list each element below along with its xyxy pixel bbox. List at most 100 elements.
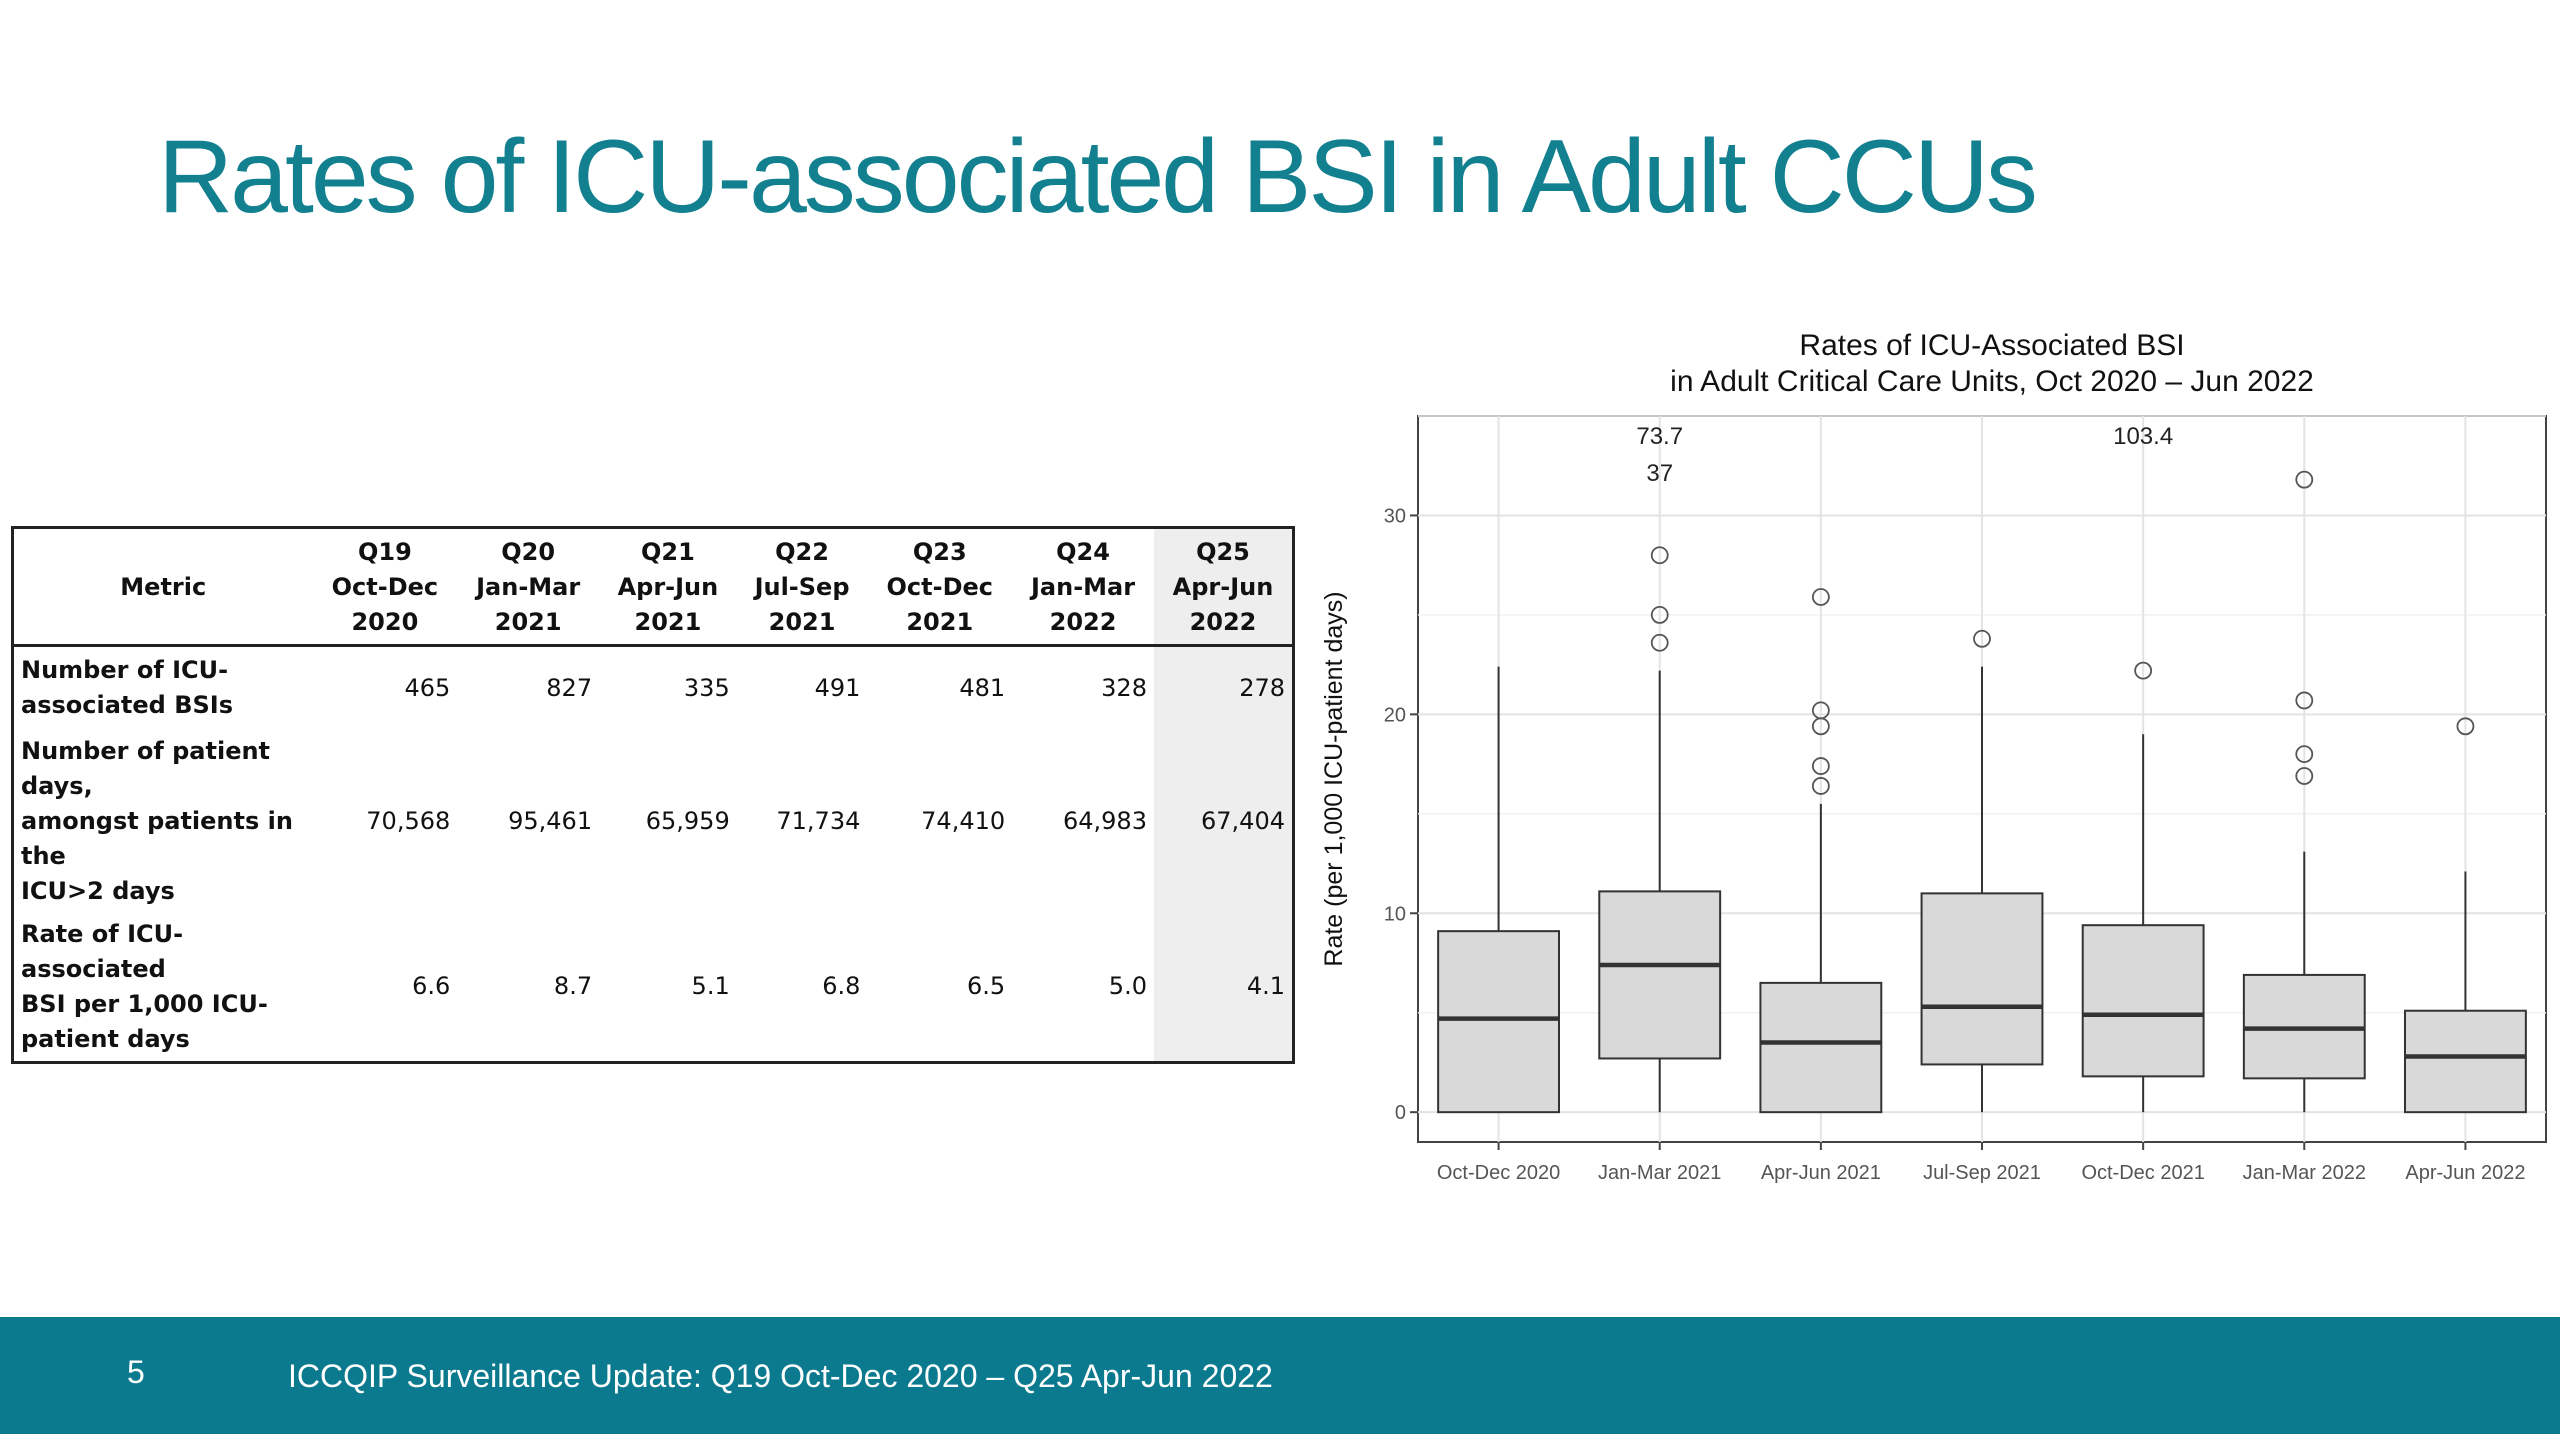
box bbox=[1759, 981, 1883, 1114]
table-cell: 8.7 bbox=[553, 972, 593, 1000]
column-header-quarter: Q21 bbox=[641, 538, 695, 566]
chart-title-line: in Adult Critical Care Units, Oct 2020 –… bbox=[1670, 365, 2314, 398]
row-label-line: amongst patients in the bbox=[21, 806, 293, 870]
column-header-year: 2020 bbox=[351, 608, 419, 636]
column-header-year: 2021 bbox=[494, 608, 562, 636]
off-scale-label: 103.4 bbox=[2113, 423, 2173, 450]
column-header-year: 2021 bbox=[906, 608, 974, 636]
outlier-point bbox=[2295, 745, 2314, 764]
table-cell: 5.0 bbox=[1108, 972, 1147, 1000]
table-cell: 74,410 bbox=[921, 806, 1006, 835]
table-cell: 6.5 bbox=[966, 972, 1006, 1000]
column-header-year: 2022 bbox=[1049, 608, 1117, 636]
table-cell: 71,734 bbox=[776, 806, 861, 835]
row-label-line: BSI per 1,000 ICU- bbox=[21, 989, 268, 1018]
table-cell: 335 bbox=[683, 673, 730, 702]
table-cell: 6.6 bbox=[412, 972, 451, 1000]
metrics-table: Metric Q19 Oct-Dec 2020 Q20 Jan-Mar 2021… bbox=[11, 526, 1295, 1064]
table-cell: 6.8 bbox=[822, 972, 861, 1000]
outlier-point bbox=[2295, 767, 2314, 785]
table-row: Number of ICU- associated BSIs 465 827 3… bbox=[13, 645, 1294, 730]
metric-column-header: Metric bbox=[12, 527, 313, 647]
outlier-point bbox=[2295, 470, 2314, 489]
column-header-months: Apr-Jun bbox=[1172, 573, 1274, 601]
row-label: Rate of ICU-associated BSI per 1,000 ICU… bbox=[13, 913, 313, 1063]
column-header-q20: Q20 Jan-Mar 2021 bbox=[457, 527, 600, 647]
outlier-point bbox=[1811, 588, 1830, 606]
slide-title: Rates of ICU-associated BSI in Adult CCU… bbox=[158, 119, 2038, 235]
table-cell: 278 bbox=[1153, 645, 1294, 730]
outlier-point bbox=[2456, 717, 2475, 736]
column-header-year: 2022 bbox=[1189, 608, 1257, 636]
x-tick-label: Apr-Jun 2022 bbox=[2405, 1162, 2525, 1184]
column-header-q24: Q24 Jan-Mar 2022 bbox=[1012, 527, 1154, 647]
chart-title-line: Rates of ICU-Associated BSI bbox=[1799, 329, 2184, 362]
table-cell: 65,959 bbox=[645, 806, 730, 835]
footer-text: ICCQIP Surveillance Update: Q19 Oct-Dec … bbox=[288, 1358, 1273, 1394]
box bbox=[2081, 924, 2205, 1078]
outlier-point bbox=[1650, 546, 1669, 565]
off-scale-label: 73.7 bbox=[1636, 423, 1683, 450]
column-header-quarter: Q22 bbox=[775, 538, 829, 566]
y-tick-label: 10 bbox=[1384, 903, 1406, 925]
y-tick-label: 20 bbox=[1384, 704, 1406, 726]
outlier-point bbox=[1811, 701, 1830, 720]
x-tick-label: Oct-Dec 2020 bbox=[1437, 1162, 1560, 1184]
table-cell: 4.1 bbox=[1153, 912, 1294, 1062]
table-cell: 827 bbox=[546, 673, 593, 702]
column-header-q19: Q19 Oct-Dec 2020 bbox=[312, 527, 458, 647]
column-header-months: Oct-Dec bbox=[886, 573, 994, 601]
column-header-q23: Q23 Oct-Dec 2021 bbox=[867, 527, 1013, 647]
x-tick-label: Apr-Jun 2021 bbox=[1761, 1162, 1881, 1184]
row-label-line: Rate of ICU-associated bbox=[21, 919, 184, 983]
off-scale-label: 37 bbox=[1646, 460, 1673, 487]
row-label: Number of ICU- associated BSIs bbox=[13, 646, 313, 730]
outlier-point bbox=[1650, 606, 1669, 624]
outlier-point bbox=[1973, 629, 1991, 648]
outlier-point bbox=[2134, 661, 2153, 680]
column-header-months: Jul-Sep bbox=[754, 573, 850, 601]
page-number: 5 bbox=[127, 1354, 145, 1390]
y-tick-label: 30 bbox=[1384, 505, 1406, 527]
y-axis-label: Rate (per 1,000 ICU-patient days) bbox=[1320, 591, 1348, 966]
row-label-line: Number of patient days, bbox=[21, 736, 271, 800]
column-header-quarter: Q25 bbox=[1196, 538, 1250, 566]
box bbox=[1437, 930, 1560, 1114]
column-header-year: 2021 bbox=[634, 608, 702, 636]
box bbox=[2404, 1009, 2527, 1114]
column-header-months: Oct-Dec bbox=[331, 573, 439, 601]
table-cell: 64,983 bbox=[1062, 806, 1147, 835]
column-header-months: Jan-Mar bbox=[1031, 573, 1136, 601]
x-tick-label: Jul-Sep 2021 bbox=[1923, 1162, 2041, 1184]
row-label-line: associated BSIs bbox=[21, 691, 233, 720]
column-header-year: 2021 bbox=[768, 608, 836, 636]
table-cell: 70,568 bbox=[366, 806, 451, 835]
outlier-point bbox=[1811, 757, 1830, 775]
table-cell: 328 bbox=[1101, 673, 1147, 702]
column-header-q25: Q25 Apr-Jun 2022 bbox=[1153, 527, 1294, 647]
x-tick-label: Oct-Dec 2021 bbox=[2081, 1162, 2204, 1184]
footer-bar: 5 ICCQIP Surveillance Update: Q19 Oct-De… bbox=[0, 1317, 2560, 1434]
y-tick-label: 0 bbox=[1395, 1102, 1406, 1124]
column-header-quarter: Q24 bbox=[1056, 538, 1110, 566]
table-cell: 465 bbox=[404, 673, 451, 702]
row-label-line: patient days bbox=[21, 1024, 190, 1053]
table-cell: 5.1 bbox=[691, 972, 730, 1000]
outlier-point bbox=[2295, 691, 2314, 710]
table-cell: 491 bbox=[814, 673, 861, 702]
column-header-q22: Q22 Jul-Sep 2021 bbox=[736, 527, 868, 647]
column-header-quarter: Q19 bbox=[357, 538, 412, 566]
row-label: Number of patient days, amongst patients… bbox=[13, 730, 313, 913]
column-header-quarter: Q23 bbox=[912, 538, 967, 566]
table-row: Rate of ICU-associated BSI per 1,000 ICU… bbox=[13, 912, 1294, 1063]
table-cell: 481 bbox=[959, 673, 1006, 702]
outlier-point bbox=[1650, 633, 1669, 652]
box bbox=[1598, 890, 1722, 1060]
column-header-months: Apr-Jun bbox=[617, 573, 719, 601]
box bbox=[1920, 892, 2044, 1066]
x-tick-label: Jan-Mar 2022 bbox=[2243, 1162, 2366, 1184]
boxplot-chart: Rates of ICU-Associated BSI in Adult Crit… bbox=[1300, 320, 2560, 1200]
table-cell: 95,461 bbox=[508, 806, 593, 835]
